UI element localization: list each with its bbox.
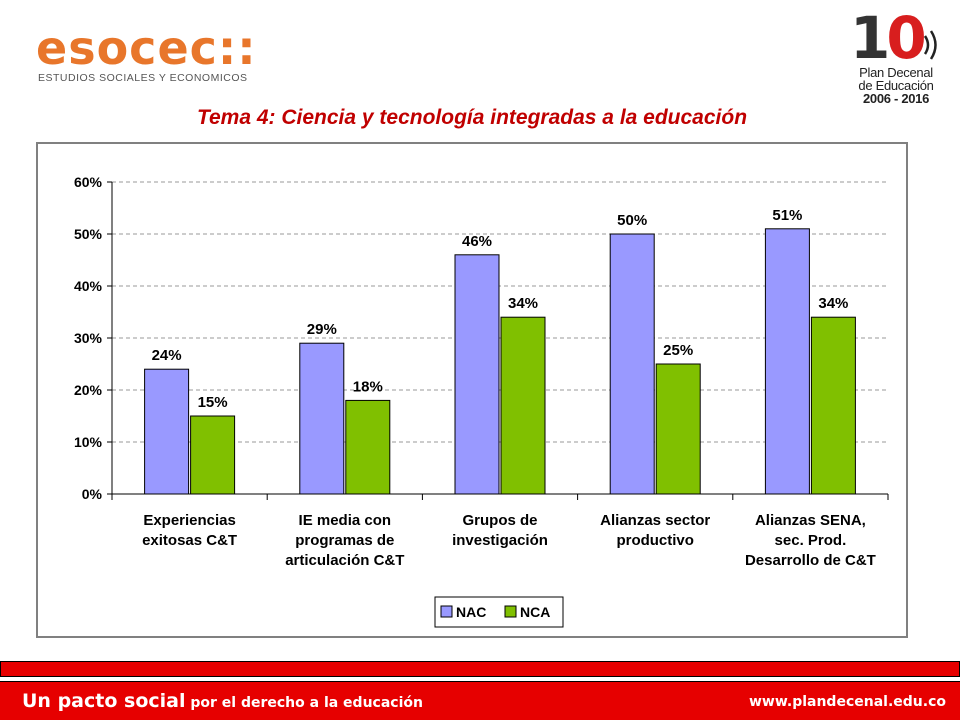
footer-slogan: Un pacto social por el derecho a la educ… <box>22 690 423 712</box>
esocec-wordmark: esocec:: <box>36 21 257 75</box>
legend-label-nca: NCA <box>520 604 550 620</box>
data-label: 25% <box>663 342 693 359</box>
slogan-rest: por el derecho a la educación <box>185 695 423 711</box>
esocec-tagline: ESTUDIOS SOCIALES Y ECONOMICOS <box>38 72 248 84</box>
data-label: 18% <box>353 378 383 395</box>
legend-swatch-nca <box>504 605 517 618</box>
y-tick-label: 10% <box>74 434 103 450</box>
data-label: 24% <box>152 347 182 364</box>
y-tick-label: 30% <box>74 330 103 346</box>
bar-nac <box>609 233 655 495</box>
plan-logo-line-1: Plan Decenal <box>859 65 933 80</box>
data-label: 15% <box>198 394 228 411</box>
data-label: 29% <box>307 321 337 338</box>
bar-nac <box>764 228 810 495</box>
bar-nca <box>810 316 856 495</box>
slogan-main: Un pacto social <box>22 690 186 712</box>
plan-logo-text: Plan Decenal de Educación 2006 - 2016 <box>846 66 946 105</box>
footer-bar <box>0 681 960 720</box>
footer-url: www.plandecenal.edu.co <box>748 694 946 710</box>
data-label: 34% <box>818 295 848 312</box>
y-tick-label: 20% <box>74 382 103 398</box>
data-label: 46% <box>462 233 492 250</box>
slide-title: Tema 4: Ciencia y tecnología integradas … <box>196 106 748 129</box>
category-label: investigación <box>452 532 548 549</box>
y-tick-label: 50% <box>74 226 103 242</box>
bar-nac <box>144 368 190 495</box>
category-label: sec. Prod. <box>775 532 847 549</box>
category-label: Desarrollo de C&T <box>745 552 876 569</box>
bar-nca <box>190 415 236 495</box>
y-tick-label: 60% <box>74 174 103 190</box>
plan-logo-line-2: de Educación <box>858 78 934 93</box>
bar-nca <box>500 316 546 495</box>
y-tick-label: 40% <box>74 278 103 294</box>
plan-decenal-logo: 10 Plan Decenal de Educación 2006 - 2016 <box>846 6 946 116</box>
bar-nac <box>454 254 500 495</box>
y-tick-label: 0% <box>82 486 103 502</box>
esocec-logo: esocec:: ESTUDIOS SOCIALES Y ECONOMICOS <box>36 21 276 86</box>
bar-nca <box>655 363 701 495</box>
plan-logo-number: 10 <box>850 4 927 72</box>
signal-waves-icon <box>923 30 937 60</box>
footer-stripe <box>0 661 960 677</box>
plan-logo-line-3: 2006 - 2016 <box>862 91 930 106</box>
data-label: 51% <box>772 207 802 224</box>
legend-label-nac: NAC <box>456 604 486 620</box>
bar-nac <box>299 342 345 495</box>
bar-chart: 0% 10% 20% 30% 40% 50% 60% 24% 15% Experiencias ex… <box>74 174 889 628</box>
chart-frame: 0% 10% 20% 30% 40% 50% 60% 24% 15% Experiencias ex… <box>36 142 908 638</box>
category-label: IE media con <box>299 512 392 529</box>
category-label: exitosas C&T <box>142 532 237 549</box>
category-label: productivo <box>616 532 694 549</box>
category-label: Alianzas sector <box>600 512 710 529</box>
legend-swatch-nac <box>440 605 453 618</box>
category-label: Experiencias <box>143 512 236 529</box>
category-label: articulación C&T <box>285 552 404 569</box>
data-label: 50% <box>617 212 647 229</box>
bar-nca <box>345 399 391 495</box>
category-label: Alianzas SENA, <box>755 512 866 529</box>
category-label: Grupos de <box>462 512 537 529</box>
legend <box>434 596 564 628</box>
category-label: programas de <box>295 532 394 549</box>
data-label: 34% <box>508 295 538 312</box>
